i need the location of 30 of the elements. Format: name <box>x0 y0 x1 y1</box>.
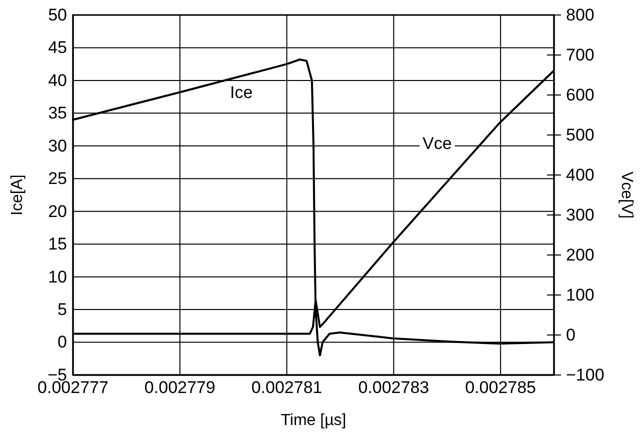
x-tick-label: 0.002781 <box>251 378 322 398</box>
y-tick-label: 45 <box>48 38 67 58</box>
y2-tick-label: 500 <box>566 125 594 144</box>
y2-tick-label: 700 <box>566 45 594 64</box>
y-tick-label: 35 <box>48 104 67 123</box>
x-tick-label: 0.002785 <box>465 378 536 398</box>
y2-tick-label: 600 <box>566 85 594 104</box>
y-tick-label: 25 <box>48 169 67 188</box>
y-tick-label: 40 <box>48 70 67 90</box>
x-tick-label: 0.002783 <box>358 378 430 398</box>
y2-axis-title: Vce[V] <box>618 171 635 219</box>
y2-tick-label: 200 <box>566 245 594 264</box>
y-axis-title: Ice[A] <box>9 174 26 216</box>
y-tick-label: 20 <box>48 202 67 221</box>
y2-tick-label: 300 <box>566 205 594 224</box>
y2-tick-label: 800 <box>566 5 594 24</box>
y-tick-label: 0 <box>58 332 67 352</box>
x-tick-label: 0.002779 <box>144 378 216 398</box>
y-tick-label: 50 <box>48 5 67 24</box>
y2-tick-label: 400 <box>566 165 594 184</box>
series-label: Ice <box>230 83 253 102</box>
y2-tick-label: −100 <box>566 365 604 384</box>
y2-tick-label: 100 <box>566 285 594 304</box>
series-label: Vce <box>422 134 452 153</box>
y-tick-label: 30 <box>48 136 67 156</box>
y2-tick-label: 0 <box>566 325 576 344</box>
y-tick-label: 10 <box>48 267 67 286</box>
y-tick-label: 15 <box>48 234 67 254</box>
y-tick-label: 5 <box>58 300 67 319</box>
x-axis-title: Time [µs] <box>280 412 346 429</box>
